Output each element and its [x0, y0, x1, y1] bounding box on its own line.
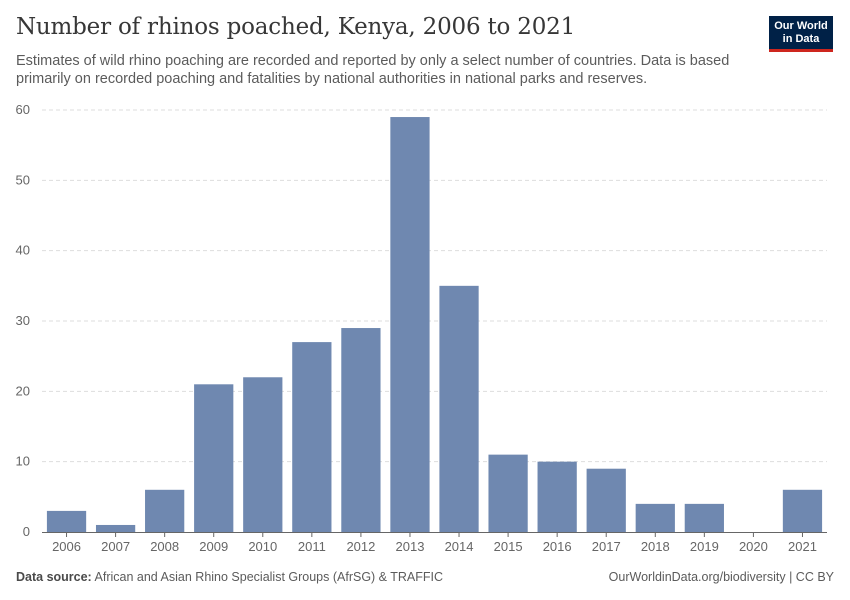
bar-2008: [145, 489, 185, 532]
y-tick-label: 60: [16, 102, 30, 117]
bar-2017: [586, 468, 626, 532]
x-tick-label: 2018: [641, 539, 670, 554]
x-tick-label: 2017: [592, 539, 621, 554]
bar-2015: [488, 454, 528, 532]
x-tick-label: 2013: [396, 539, 425, 554]
credit-link[interactable]: OurWorldinData.org/biodiversity | CC BY: [608, 570, 834, 584]
logo-line-1: Our World: [774, 20, 828, 32]
chart-subtitle: Estimates of wild rhino poaching are rec…: [16, 53, 730, 87]
data-source-label: Data source:: [16, 570, 92, 584]
y-tick-label: 30: [16, 313, 30, 328]
chart-title: Number of rhinos poached, Kenya, 2006 to…: [16, 14, 576, 40]
y-tick-label: 0: [23, 524, 30, 539]
x-tick-label: 2008: [150, 539, 179, 554]
bar-2009: [194, 384, 234, 532]
bar-2013: [390, 117, 430, 533]
x-tick-label: 2006: [52, 539, 81, 554]
y-tick-label: 20: [16, 383, 30, 398]
bar-2010: [243, 377, 283, 532]
bar-2007: [95, 524, 136, 532]
x-tick-label: 2016: [543, 539, 572, 554]
bar-2019: [684, 503, 724, 532]
data-source: Data source: African and Asian Rhino Spe…: [16, 570, 443, 584]
owid-logo[interactable]: Our World in Data: [769, 16, 833, 52]
x-tick-label: 2010: [248, 539, 277, 554]
x-tick-label: 2015: [494, 539, 523, 554]
bar-2006: [46, 510, 87, 532]
x-tick-label: 2020: [739, 539, 768, 554]
x-tick-label: 2014: [445, 539, 474, 554]
bar-2018: [635, 503, 675, 532]
x-tick-label: 2019: [690, 539, 719, 554]
logo-line-2: in Data: [782, 33, 820, 45]
bar-2014: [439, 285, 479, 532]
x-tick-label: 2009: [199, 539, 228, 554]
y-tick-label: 10: [16, 454, 30, 469]
data-source-text[interactable]: African and Asian Rhino Specialist Group…: [94, 570, 444, 584]
bar-2011: [292, 342, 332, 532]
x-tick-label: 2007: [101, 539, 130, 554]
bar-2021: [782, 489, 823, 532]
x-tick-label: 2021: [788, 539, 817, 554]
bar-2012: [341, 328, 381, 532]
y-tick-label: 50: [16, 172, 30, 187]
x-tick-label: 2012: [346, 539, 375, 554]
x-tick-label: 2011: [298, 539, 326, 554]
y-tick-label: 40: [16, 243, 30, 258]
bar-2016: [537, 461, 577, 532]
